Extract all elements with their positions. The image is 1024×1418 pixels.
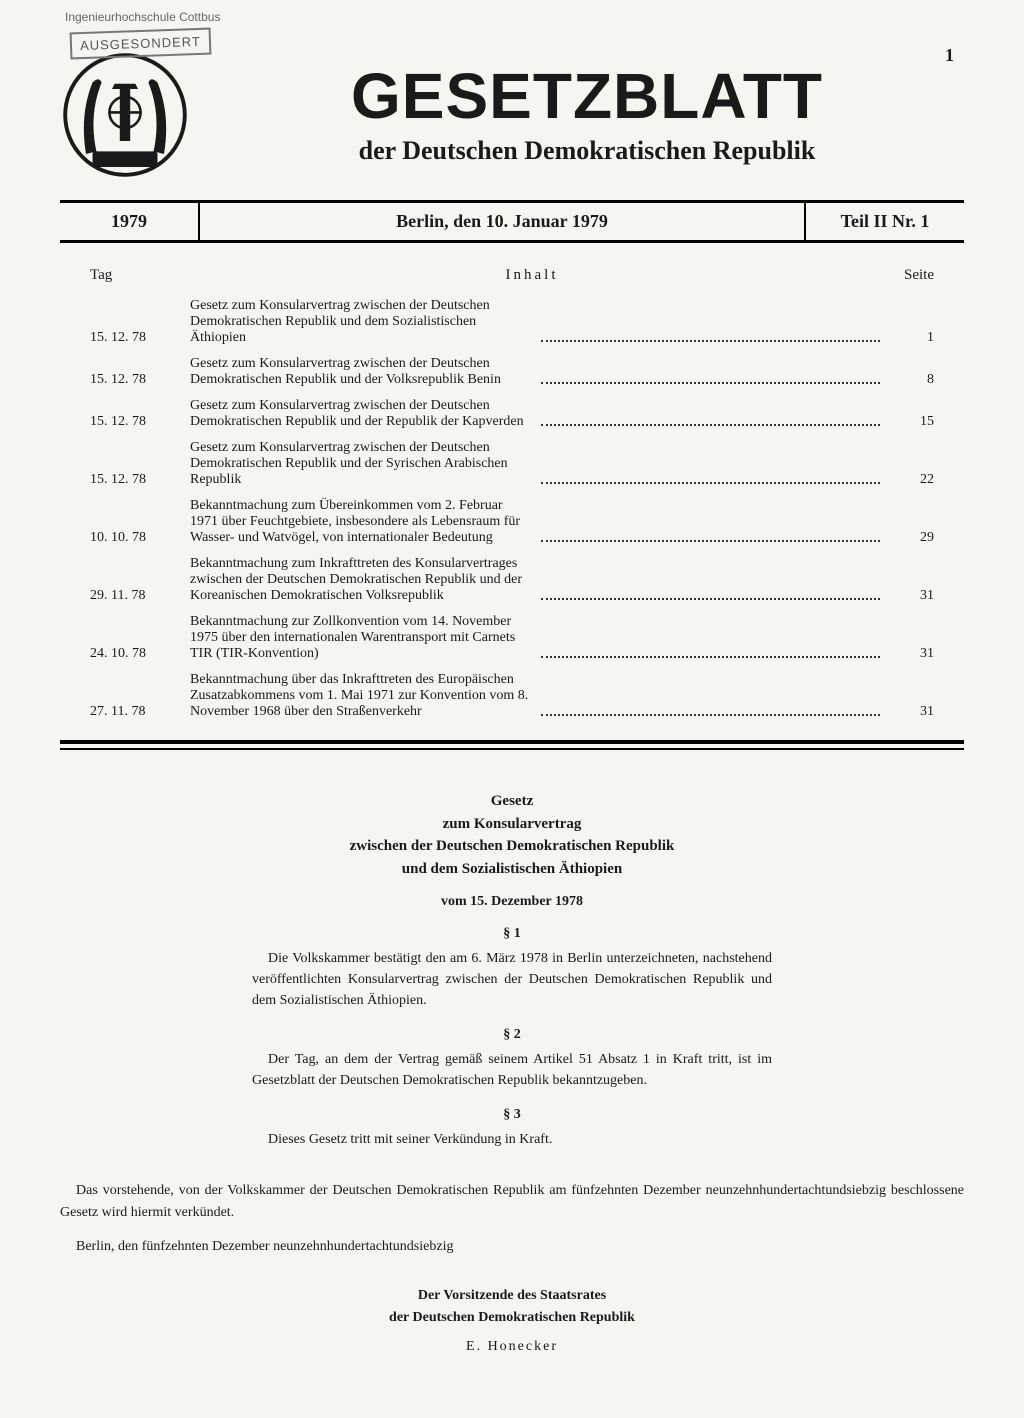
section-number: § 1 (252, 926, 772, 942)
toc-description: Bekanntmachung zum Inkrafttreten des Kon… (190, 556, 537, 604)
section-number: § 2 (252, 1027, 772, 1043)
state-emblem-icon (60, 50, 190, 180)
toc-page: 31 (884, 646, 934, 662)
law-section: § 2 Der Tag, an dem der Vertrag gemäß sei… (252, 1027, 772, 1091)
toc-description: Bekanntmachung zur Zollkonvention vom 14… (190, 614, 537, 662)
toc-leader-dots (541, 714, 880, 716)
law-section: § 1 Die Volkskammer bestätigt den am 6. M… (252, 926, 772, 1011)
signature-block: Der Vorsitzende des Staatsrates der Deut… (60, 1285, 964, 1358)
issue-part: Teil II Nr. 1 (804, 203, 964, 240)
issue-header-bar: 1979 Berlin, den 10. Januar 1979 Teil II… (60, 200, 964, 243)
toc-page: 29 (884, 530, 934, 546)
toc-header-tag: Tag (90, 267, 190, 284)
library-stamp-top: Ingenieurhochschule Cottbus (65, 10, 220, 24)
toc-header-seite: Seite (874, 267, 934, 284)
toc-page: 15 (884, 414, 934, 430)
toc-row: 15. 12. 78Gesetz zum Konsularvertrag zwi… (90, 398, 934, 430)
law-title-line: und dem Sozialistischen Äthiopien (252, 858, 772, 881)
law-section: § 3 Dieses Gesetz tritt mit seiner Verkün… (252, 1107, 772, 1150)
section-text: Die Volkskammer bestätigt den am 6. März… (252, 948, 772, 1011)
law-title-line: Gesetz (252, 790, 772, 813)
table-of-contents: Tag Inhalt Seite 15. 12. 78Gesetz zum Ko… (60, 267, 964, 720)
toc-row: 15. 12. 78Gesetz zum Konsularvertrag zwi… (90, 440, 934, 488)
signatory-name: E. Honecker (60, 1336, 964, 1358)
toc-date: 15. 12. 78 (90, 330, 190, 346)
law-title-line: zum Konsularvertrag (252, 813, 772, 836)
toc-page: 22 (884, 472, 934, 488)
issue-year: 1979 (60, 203, 200, 240)
toc-page: 31 (884, 588, 934, 604)
toc-leader-dots (541, 540, 880, 542)
main-title: GESETZBLATT (210, 64, 964, 128)
toc-row: 15. 12. 78Gesetz zum Konsularvertrag zwi… (90, 298, 934, 346)
toc-description: Gesetz zum Konsularvertrag zwischen der … (190, 440, 537, 488)
toc-header-inhalt: Inhalt (190, 267, 874, 284)
toc-row: 29. 11. 78Bekanntmachung zum Inkrafttret… (90, 556, 934, 604)
section-divider (60, 740, 964, 750)
issue-date: Berlin, den 10. Januar 1979 (200, 203, 804, 240)
toc-date: 15. 12. 78 (90, 472, 190, 488)
toc-date: 10. 10. 78 (90, 530, 190, 546)
closing-text: Das vorstehende, von der Volkskammer der… (60, 1180, 964, 1225)
discard-stamp: AUSGESONDERT (70, 28, 212, 60)
law-date: vom 15. Dezember 1978 (252, 894, 772, 910)
section-number: § 3 (252, 1107, 772, 1123)
toc-leader-dots (541, 598, 880, 600)
toc-page: 31 (884, 704, 934, 720)
toc-page: 1 (884, 330, 934, 346)
toc-leader-dots (541, 382, 880, 384)
toc-date: 29. 11. 78 (90, 588, 190, 604)
toc-row: 27. 11. 78Bekanntmachung über das Inkraf… (90, 672, 934, 720)
signatory-title: der Deutschen Demokratischen Republik (60, 1307, 964, 1329)
signatory-title: Der Vorsitzende des Staatsrates (60, 1285, 964, 1307)
law-article: Gesetz zum Konsularvertrag zwischen der … (252, 790, 772, 1150)
law-title-line: zwischen der Deutschen Demokratischen Re… (252, 835, 772, 858)
toc-leader-dots (541, 340, 880, 342)
toc-description: Gesetz zum Konsularvertrag zwischen der … (190, 298, 537, 346)
toc-leader-dots (541, 656, 880, 658)
masthead: GESETZBLATT der Deutschen Demokratischen… (60, 50, 964, 180)
toc-row: 10. 10. 78Bekanntmachung zum Übereinkomm… (90, 498, 934, 546)
toc-leader-dots (541, 424, 880, 426)
toc-row: 15. 12. 78Gesetz zum Konsularvertrag zwi… (90, 356, 934, 388)
toc-date: 15. 12. 78 (90, 414, 190, 430)
page-number: 1 (945, 45, 954, 66)
toc-description: Gesetz zum Konsularvertrag zwischen der … (190, 356, 537, 388)
toc-page: 8 (884, 372, 934, 388)
toc-leader-dots (541, 482, 880, 484)
toc-date: 24. 10. 78 (90, 646, 190, 662)
toc-date: 27. 11. 78 (90, 704, 190, 720)
section-text: Dieses Gesetz tritt mit seiner Verkündun… (252, 1129, 772, 1150)
toc-date: 15. 12. 78 (90, 372, 190, 388)
toc-description: Bekanntmachung über das Inkrafttreten de… (190, 672, 537, 720)
section-text: Der Tag, an dem der Vertrag gemäß seinem… (252, 1049, 772, 1091)
toc-description: Bekanntmachung zum Übereinkommen vom 2. … (190, 498, 537, 546)
toc-row: 24. 10. 78Bekanntmachung zur Zollkonvent… (90, 614, 934, 662)
closing-place: Berlin, den fünfzehnten Dezember neunzeh… (60, 1239, 964, 1255)
toc-description: Gesetz zum Konsularvertrag zwischen der … (190, 398, 537, 430)
subtitle: der Deutschen Demokratischen Republik (210, 136, 964, 166)
